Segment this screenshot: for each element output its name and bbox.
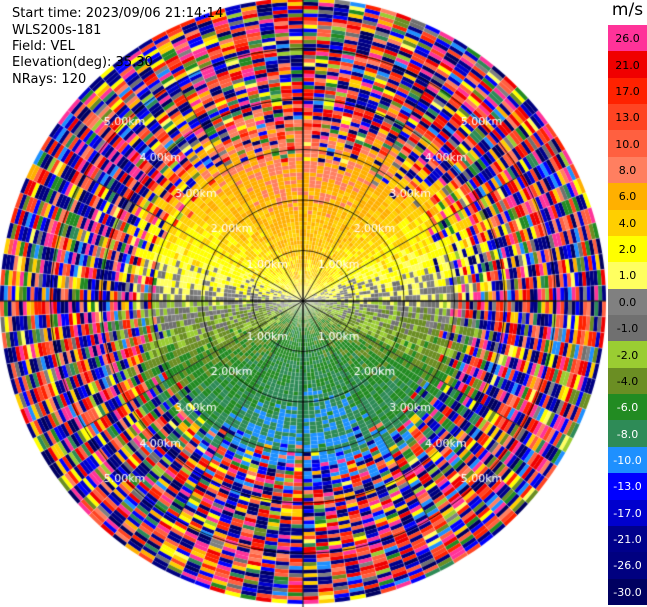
colorbar-tick-label: -4.0	[616, 374, 639, 388]
colorbar-segment	[608, 209, 647, 237]
colorbar-segment	[608, 156, 647, 184]
instrument-text: WLS200s-181	[12, 23, 102, 38]
colorbar-segment	[608, 367, 647, 395]
colorbar-segment	[608, 394, 647, 421]
colorbar-tick-label: -17.0	[613, 506, 642, 520]
colorbar-tick-label: -2.0	[616, 348, 639, 362]
colorbar-segment	[608, 51, 647, 79]
colorbar-segment	[608, 25, 647, 52]
nrays-text: NRays: 120	[12, 72, 87, 87]
colorbar-tick-label: -26.0	[613, 559, 642, 573]
field-text: Field: VEL	[12, 39, 75, 54]
colorbar-segment	[608, 288, 647, 316]
colorbar-segment	[608, 446, 647, 474]
colorbar-unit-label: m/s	[611, 0, 644, 20]
colorbar-tick-label: -13.0	[613, 480, 642, 494]
colorbar-segment	[608, 104, 647, 131]
colorbar-tick-label: -10.0	[613, 454, 642, 467]
colorbar: 26.0 21.0 17.0 13.0 10.0 8.0 6.0 4.0 2.0 1.0 0.0 -1…	[608, 25, 647, 606]
colorbar-tick-label: -6.0	[616, 401, 639, 415]
colorbar-tick-label: 13.0	[615, 111, 640, 125]
colorbar-tick-label: 1.0	[618, 269, 637, 283]
colorbar-tick-label: -21.0	[613, 533, 642, 547]
colorbar-segment	[608, 552, 647, 580]
colorbar-tick-label: -1.0	[616, 322, 639, 336]
colorbar-tick-label: -30.0	[613, 585, 642, 599]
colorbar-segment	[608, 77, 647, 105]
elevation-text: Elevation(deg): 35.30	[12, 55, 153, 70]
colorbar-tick-label: 0.0	[618, 295, 637, 309]
colorbar-tick-label: 8.0	[618, 164, 637, 177]
colorbar-segment	[608, 315, 647, 342]
colorbar-tick-label: -8.0	[616, 427, 639, 441]
colorbar-segment	[608, 420, 647, 448]
colorbar-segment	[608, 183, 647, 211]
colorbar-segment	[608, 341, 647, 369]
start-time-text: Start time: 2023/09/06 21:14:14	[12, 6, 224, 21]
colorbar-segment	[608, 130, 647, 158]
colorbar-segment	[608, 262, 647, 290]
colorbar-tick-label: 2.0	[618, 243, 637, 257]
colorbar-tick-label: 10.0	[615, 137, 640, 151]
colorbar-tick-label: 21.0	[615, 58, 640, 72]
colorbar-tick-label: 17.0	[615, 84, 640, 98]
colorbar-tick-label: 6.0	[618, 190, 637, 204]
colorbar-segment	[608, 235, 647, 263]
colorbar-tick-label: 4.0	[618, 216, 637, 230]
colorbar-segment	[608, 499, 647, 527]
colorbar-segment	[608, 473, 647, 501]
colorbar-tick-label: 26.0	[615, 32, 640, 46]
colorbar-segment	[608, 578, 647, 606]
colorbar-segment	[608, 525, 647, 553]
